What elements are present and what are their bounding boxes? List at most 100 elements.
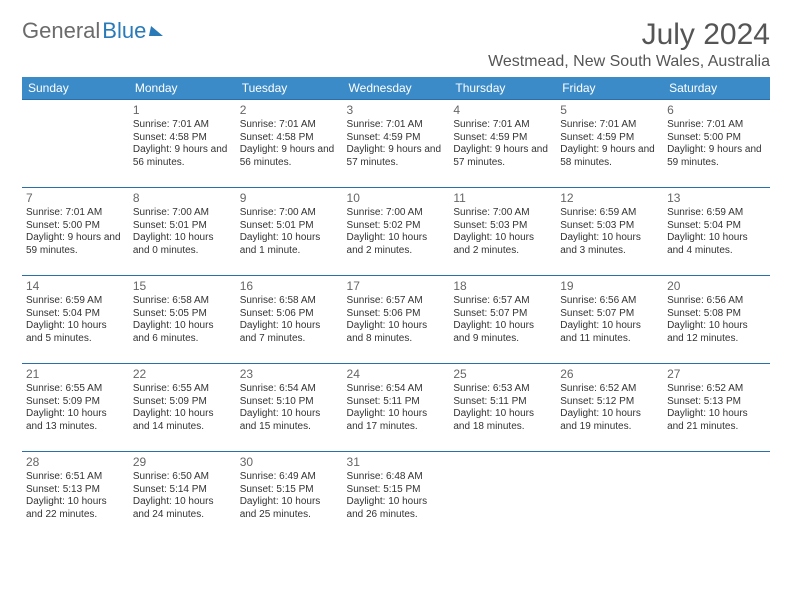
weekday-header: Saturday (663, 77, 770, 100)
sunrise-line: Sunrise: 6:50 AM (133, 471, 232, 484)
day-number: 10 (347, 191, 446, 206)
sunrise-line: Sunrise: 7:01 AM (560, 119, 659, 132)
daylight-line: Daylight: 9 hours and 59 minutes. (667, 144, 766, 169)
sunset-line: Sunset: 5:10 PM (240, 396, 339, 409)
sunrise-line: Sunrise: 6:53 AM (453, 383, 552, 396)
daylight-line: Daylight: 10 hours and 21 minutes. (667, 408, 766, 433)
calendar-cell: 1Sunrise: 7:01 AMSunset: 4:58 PMDaylight… (129, 100, 236, 188)
calendar-cell: 7Sunrise: 7:01 AMSunset: 5:00 PMDaylight… (22, 188, 129, 276)
daylight-line: Daylight: 10 hours and 9 minutes. (453, 320, 552, 345)
sunset-line: Sunset: 5:08 PM (667, 308, 766, 321)
calendar-cell: 13Sunrise: 6:59 AMSunset: 5:04 PMDayligh… (663, 188, 770, 276)
weekday-header: Wednesday (343, 77, 450, 100)
logo: GeneralBlue (22, 18, 164, 44)
sunset-line: Sunset: 5:00 PM (26, 220, 125, 233)
logo-text-blue: Blue (102, 18, 146, 44)
sunrise-line: Sunrise: 6:49 AM (240, 471, 339, 484)
sunset-line: Sunset: 5:15 PM (347, 484, 446, 497)
sunrise-line: Sunrise: 6:58 AM (133, 295, 232, 308)
day-number: 3 (347, 103, 446, 118)
day-number: 12 (560, 191, 659, 206)
weekday-header: Thursday (449, 77, 556, 100)
daylight-line: Daylight: 10 hours and 3 minutes. (560, 232, 659, 257)
sunrise-line: Sunrise: 7:00 AM (240, 207, 339, 220)
sunrise-line: Sunrise: 6:59 AM (560, 207, 659, 220)
sunset-line: Sunset: 5:14 PM (133, 484, 232, 497)
sail-icon (149, 26, 165, 36)
calendar-cell: 31Sunrise: 6:48 AMSunset: 5:15 PMDayligh… (343, 452, 450, 540)
calendar-cell: 3Sunrise: 7:01 AMSunset: 4:59 PMDaylight… (343, 100, 450, 188)
calendar-cell: 21Sunrise: 6:55 AMSunset: 5:09 PMDayligh… (22, 364, 129, 452)
daylight-line: Daylight: 10 hours and 25 minutes. (240, 496, 339, 521)
calendar-head: SundayMondayTuesdayWednesdayThursdayFrid… (22, 77, 770, 100)
sunset-line: Sunset: 5:09 PM (133, 396, 232, 409)
calendar-cell: 30Sunrise: 6:49 AMSunset: 5:15 PMDayligh… (236, 452, 343, 540)
calendar-cell: 27Sunrise: 6:52 AMSunset: 5:13 PMDayligh… (663, 364, 770, 452)
day-number: 8 (133, 191, 232, 206)
day-number: 15 (133, 279, 232, 294)
day-number: 6 (667, 103, 766, 118)
sunrise-line: Sunrise: 6:52 AM (560, 383, 659, 396)
sunset-line: Sunset: 5:12 PM (560, 396, 659, 409)
calendar-cell: 9Sunrise: 7:00 AMSunset: 5:01 PMDaylight… (236, 188, 343, 276)
calendar-cell: 18Sunrise: 6:57 AMSunset: 5:07 PMDayligh… (449, 276, 556, 364)
daylight-line: Daylight: 10 hours and 15 minutes. (240, 408, 339, 433)
calendar-cell: 26Sunrise: 6:52 AMSunset: 5:12 PMDayligh… (556, 364, 663, 452)
sunrise-line: Sunrise: 6:54 AM (240, 383, 339, 396)
day-number: 24 (347, 367, 446, 382)
sunrise-line: Sunrise: 7:01 AM (133, 119, 232, 132)
calendar-row: 1Sunrise: 7:01 AMSunset: 4:58 PMDaylight… (22, 100, 770, 188)
sunrise-line: Sunrise: 6:59 AM (26, 295, 125, 308)
day-number: 27 (667, 367, 766, 382)
sunset-line: Sunset: 4:58 PM (240, 132, 339, 145)
sunset-line: Sunset: 5:11 PM (347, 396, 446, 409)
sunset-line: Sunset: 4:59 PM (560, 132, 659, 145)
month-title: July 2024 (488, 18, 770, 51)
calendar-cell: 4Sunrise: 7:01 AMSunset: 4:59 PMDaylight… (449, 100, 556, 188)
daylight-line: Daylight: 10 hours and 26 minutes. (347, 496, 446, 521)
calendar-row: 7Sunrise: 7:01 AMSunset: 5:00 PMDaylight… (22, 188, 770, 276)
location: Westmead, New South Wales, Australia (488, 53, 770, 71)
sunrise-line: Sunrise: 6:55 AM (133, 383, 232, 396)
sunset-line: Sunset: 5:03 PM (560, 220, 659, 233)
daylight-line: Daylight: 9 hours and 59 minutes. (26, 232, 125, 257)
sunset-line: Sunset: 5:01 PM (240, 220, 339, 233)
daylight-line: Daylight: 10 hours and 2 minutes. (453, 232, 552, 257)
day-number: 18 (453, 279, 552, 294)
day-number: 29 (133, 455, 232, 470)
day-number: 16 (240, 279, 339, 294)
daylight-line: Daylight: 9 hours and 57 minutes. (453, 144, 552, 169)
daylight-line: Daylight: 10 hours and 22 minutes. (26, 496, 125, 521)
calendar-cell: 5Sunrise: 7:01 AMSunset: 4:59 PMDaylight… (556, 100, 663, 188)
daylight-line: Daylight: 10 hours and 17 minutes. (347, 408, 446, 433)
sunrise-line: Sunrise: 7:01 AM (347, 119, 446, 132)
daylight-line: Daylight: 10 hours and 5 minutes. (26, 320, 125, 345)
sunrise-line: Sunrise: 6:48 AM (347, 471, 446, 484)
sunrise-line: Sunrise: 7:01 AM (667, 119, 766, 132)
daylight-line: Daylight: 10 hours and 8 minutes. (347, 320, 446, 345)
sunset-line: Sunset: 5:00 PM (667, 132, 766, 145)
day-number: 28 (26, 455, 125, 470)
sunset-line: Sunset: 4:59 PM (347, 132, 446, 145)
sunset-line: Sunset: 5:03 PM (453, 220, 552, 233)
sunrise-line: Sunrise: 7:00 AM (453, 207, 552, 220)
day-number: 4 (453, 103, 552, 118)
sunset-line: Sunset: 4:59 PM (453, 132, 552, 145)
day-number: 23 (240, 367, 339, 382)
sunset-line: Sunset: 5:07 PM (560, 308, 659, 321)
day-number: 7 (26, 191, 125, 206)
day-number: 30 (240, 455, 339, 470)
day-number: 1 (133, 103, 232, 118)
day-number: 13 (667, 191, 766, 206)
sunset-line: Sunset: 5:04 PM (26, 308, 125, 321)
sunset-line: Sunset: 5:11 PM (453, 396, 552, 409)
calendar-cell: 16Sunrise: 6:58 AMSunset: 5:06 PMDayligh… (236, 276, 343, 364)
calendar-cell: 11Sunrise: 7:00 AMSunset: 5:03 PMDayligh… (449, 188, 556, 276)
calendar-cell: 28Sunrise: 6:51 AMSunset: 5:13 PMDayligh… (22, 452, 129, 540)
calendar-cell: 19Sunrise: 6:56 AMSunset: 5:07 PMDayligh… (556, 276, 663, 364)
daylight-line: Daylight: 9 hours and 56 minutes. (240, 144, 339, 169)
sunrise-line: Sunrise: 6:57 AM (347, 295, 446, 308)
daylight-line: Daylight: 10 hours and 11 minutes. (560, 320, 659, 345)
calendar-cell (663, 452, 770, 540)
day-number: 20 (667, 279, 766, 294)
